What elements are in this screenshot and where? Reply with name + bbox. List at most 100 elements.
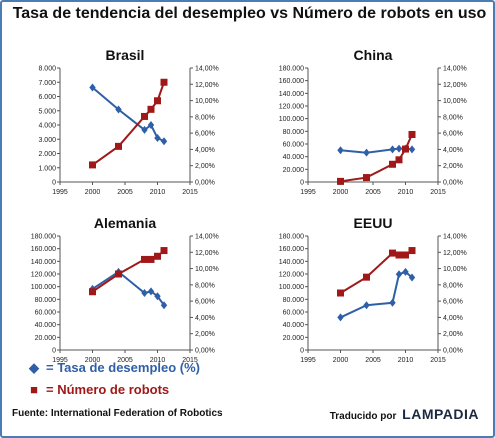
y-right-tick-label: 14,00% [443,234,467,241]
y-left-tick-label: 2.000 [38,151,56,158]
point-desempleo [337,146,344,155]
point-robots [408,247,416,255]
y-left-tick-label: 3.000 [38,137,56,144]
point-robots [363,174,370,182]
point-desempleo [395,270,403,279]
y-right-tick-label: 10,00% [195,266,219,273]
x-tick-label: 2015 [430,189,446,196]
y-right-tick-label: 10,00% [443,266,467,273]
series-line-desempleo [91,270,165,306]
point-desempleo [389,298,396,307]
point-desempleo [160,137,168,146]
y-right-tick-label: 4,00% [443,147,463,154]
y-left-tick-label: 40.000 [283,322,305,329]
point-desempleo [89,83,96,92]
point-robots [89,161,96,169]
chart-title: Alemania [94,215,156,231]
y-left-tick-label: 6.000 [38,94,56,101]
chart-alemania: Alemania 0 20.000 40.000 60.000 80.000 100.000… [31,215,219,364]
point-desempleo [363,301,370,310]
point-robots [395,251,403,259]
point-desempleo [154,134,161,143]
y-left-tick-label: 40.000 [35,322,57,329]
point-robots [395,156,403,164]
chart-title: China [354,47,393,63]
y-right-tick-label: 12,00% [443,82,467,89]
y-right-tick-label: 2,00% [443,163,463,170]
chart-china: China 0 20.000 40.000 60.000 80.000 100.000 120… [279,47,467,196]
point-robots [160,247,168,255]
point-desempleo [402,267,409,276]
point-robots [154,97,161,105]
y-right-tick-label: 8,00% [195,282,215,289]
legend-desempleo-label: = Tasa de desempleo (%) [46,360,201,375]
y-right-tick-label: 2,00% [443,331,463,338]
y-right-tick-label: 2,00% [195,163,215,170]
x-tick-label: 2005 [117,189,133,196]
y-left-tick-label: 120.000 [279,272,304,279]
point-desempleo [363,148,370,157]
point-robots [141,255,148,263]
y-left-tick-label: 100.000 [279,284,304,291]
point-robots [89,288,96,296]
x-tick-label: 2000 [333,357,349,364]
x-tick-label: 2015 [430,357,446,364]
point-robots [408,131,416,138]
y-right-tick-label: 10,00% [443,98,467,105]
y-right-tick-label: 0,00% [443,180,463,187]
x-tick-label: 2000 [333,189,349,196]
y-right-tick-label: 0,00% [195,180,215,187]
x-tick-label: 1995 [300,357,316,364]
y-left-tick-label: 100.000 [31,284,56,291]
point-desempleo [147,287,155,296]
y-left-tick-label: 60.000 [35,310,57,317]
credit-prefix: Traducido por [329,411,397,422]
y-left-tick-label: 60.000 [283,142,305,149]
point-desempleo [389,145,396,154]
legend-robots-label: = Número de robots [46,382,170,397]
y-left-tick-label: 0 [52,348,56,355]
y-left-tick-label: 120.000 [279,104,304,111]
y-left-tick-label: 80.000 [35,297,57,304]
y-right-tick-label: 12,00% [195,82,219,89]
credit-brand-logo: LAMPADIA [402,406,479,422]
diamond-icon: ◆ [29,360,39,375]
y-right-tick-label: 14,00% [195,66,219,73]
y-left-tick-label: 80.000 [283,297,305,304]
y-right-tick-label: 8,00% [443,282,463,289]
x-tick-label: 2010 [398,357,414,364]
y-left-tick-label: 0 [52,180,56,187]
y-left-tick-label: 140.000 [279,91,304,98]
y-left-tick-label: 160.000 [279,246,304,253]
point-desempleo [408,145,416,154]
y-left-tick-label: 20.000 [283,335,305,342]
x-tick-label: 2005 [365,357,381,364]
x-tick-label: 2010 [150,357,166,364]
y-right-tick-label: 6,00% [443,131,463,138]
y-right-tick-label: 12,00% [195,250,219,257]
y-right-tick-label: 2,00% [195,331,215,338]
point-robots [147,105,155,113]
series-line-desempleo [340,270,413,319]
series-line-desempleo [91,86,165,143]
point-robots [141,112,148,120]
main-title: Tasa de tendencia del desempleo vs Númer… [12,5,487,22]
y-left-tick-label: 0 [300,348,304,355]
y-right-tick-label: 4,00% [195,147,215,154]
y-right-tick-label: 6,00% [195,299,215,306]
chart-title: Brasil [106,47,145,63]
point-robots [363,273,370,281]
y-right-tick-label: 4,00% [195,315,215,322]
y-right-tick-label: 8,00% [443,114,463,121]
y-right-tick-label: 6,00% [195,131,215,138]
point-robots [115,142,122,150]
point-desempleo [154,292,161,301]
y-left-tick-label: 7.000 [38,80,56,87]
y-left-tick-label: 1.000 [38,165,56,172]
x-tick-label: 2005 [365,189,381,196]
x-tick-label: 2015 [182,357,198,364]
y-left-tick-label: 160.000 [31,246,56,253]
y-right-tick-label: 14,00% [195,234,219,241]
y-left-tick-label: 180.000 [31,234,56,241]
y-left-tick-label: 5.000 [38,108,56,115]
